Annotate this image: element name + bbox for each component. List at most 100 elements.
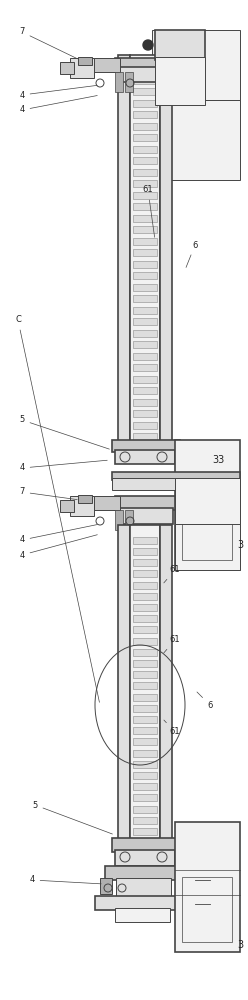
- Circle shape: [143, 40, 153, 50]
- Text: 61: 61: [164, 636, 180, 653]
- Bar: [133, 134, 157, 141]
- Bar: [115, 850, 175, 866]
- Bar: [133, 750, 157, 757]
- Bar: [112, 472, 240, 480]
- Bar: [133, 272, 157, 279]
- Bar: [133, 422, 157, 428]
- Bar: [133, 180, 157, 187]
- Bar: [115, 510, 123, 530]
- Bar: [105, 866, 180, 880]
- Bar: [133, 638, 157, 645]
- Text: 3: 3: [237, 540, 243, 550]
- Bar: [112, 838, 180, 852]
- Bar: [160, 55, 172, 445]
- Bar: [182, 490, 232, 560]
- Bar: [90, 58, 120, 72]
- Bar: [130, 55, 160, 445]
- Bar: [112, 440, 180, 452]
- Bar: [133, 817, 157, 824]
- Bar: [133, 582, 157, 589]
- Bar: [112, 478, 240, 490]
- Bar: [133, 548, 157, 555]
- Bar: [133, 284, 157, 290]
- Bar: [133, 375, 157, 382]
- Bar: [133, 398, 157, 406]
- Text: 7: 7: [19, 27, 77, 59]
- Bar: [133, 249, 157, 256]
- Bar: [118, 55, 130, 445]
- Bar: [130, 525, 160, 840]
- Text: 6: 6: [186, 240, 198, 267]
- Bar: [133, 806, 157, 813]
- Bar: [133, 604, 157, 611]
- Bar: [133, 738, 157, 745]
- Bar: [152, 100, 240, 180]
- Bar: [115, 496, 175, 510]
- Bar: [133, 772, 157, 779]
- Bar: [133, 215, 157, 222]
- Bar: [115, 908, 170, 922]
- Bar: [155, 57, 205, 105]
- Bar: [133, 828, 157, 835]
- Bar: [133, 341, 157, 348]
- Text: 7: 7: [19, 488, 77, 500]
- Bar: [118, 67, 173, 82]
- Text: 5: 5: [32, 800, 112, 834]
- Bar: [133, 122, 157, 129]
- Bar: [133, 433, 157, 440]
- Bar: [70, 58, 94, 78]
- Text: 6: 6: [197, 692, 213, 710]
- Bar: [133, 593, 157, 600]
- Bar: [133, 410, 157, 417]
- Text: 61: 61: [143, 186, 155, 237]
- Bar: [133, 682, 157, 689]
- Bar: [133, 727, 157, 734]
- Bar: [70, 496, 94, 516]
- Bar: [133, 387, 157, 394]
- Bar: [133, 168, 157, 176]
- Bar: [133, 537, 157, 544]
- Bar: [133, 330, 157, 336]
- Text: 3: 3: [237, 940, 243, 950]
- Text: 33: 33: [212, 455, 224, 465]
- Bar: [95, 896, 180, 910]
- Text: 4: 4: [19, 460, 107, 473]
- Bar: [133, 353, 157, 360]
- Bar: [133, 226, 157, 233]
- Bar: [133, 145, 157, 152]
- Bar: [133, 694, 157, 701]
- Bar: [116, 878, 171, 896]
- Bar: [78, 495, 92, 503]
- Bar: [133, 77, 157, 84]
- Bar: [60, 500, 74, 512]
- Bar: [60, 62, 74, 74]
- Bar: [133, 203, 157, 210]
- Bar: [133, 671, 157, 678]
- Bar: [133, 295, 157, 302]
- Text: 4: 4: [29, 876, 101, 884]
- Bar: [78, 57, 92, 65]
- Bar: [133, 111, 157, 118]
- Bar: [133, 570, 157, 577]
- Text: 4: 4: [19, 85, 97, 100]
- Bar: [133, 237, 157, 244]
- Bar: [133, 783, 157, 790]
- Bar: [160, 525, 172, 840]
- Bar: [115, 58, 175, 70]
- Bar: [133, 100, 157, 106]
- Bar: [155, 30, 205, 60]
- Bar: [133, 615, 157, 622]
- Bar: [115, 72, 123, 92]
- Bar: [133, 660, 157, 667]
- Bar: [133, 260, 157, 267]
- Bar: [90, 496, 120, 510]
- Bar: [118, 525, 130, 840]
- Bar: [118, 508, 173, 524]
- Text: 4: 4: [19, 525, 97, 544]
- Bar: [175, 822, 240, 952]
- Bar: [133, 192, 157, 198]
- Bar: [175, 440, 240, 570]
- Text: 4: 4: [19, 535, 97, 560]
- Bar: [125, 510, 133, 530]
- Bar: [115, 450, 175, 464]
